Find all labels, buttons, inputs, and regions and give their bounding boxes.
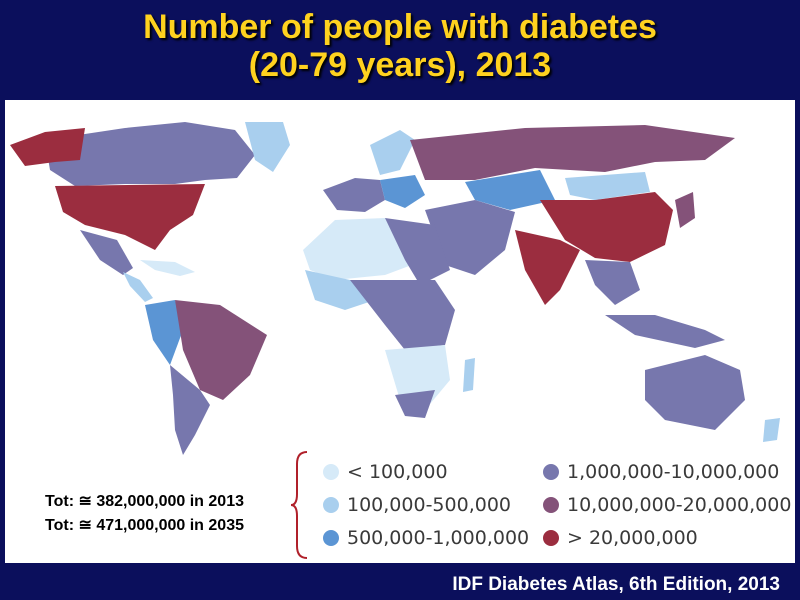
region-madagascar [463, 358, 475, 392]
legend-swatch-6 [543, 530, 559, 546]
title-line-2: (20-79 years), 2013 [248, 46, 552, 84]
legend-item-4: 1,000,000-10,000,000 [543, 460, 779, 484]
region-china [540, 192, 673, 262]
region-caribbean [140, 260, 195, 276]
legend-item-6: > 20,000,000 [543, 526, 698, 550]
legend-item-1: < 100,000 [323, 460, 448, 484]
world-choropleth-map [10, 122, 780, 455]
legend-label-6: > 20,000,000 [567, 527, 698, 549]
region-egypt-sudan [385, 218, 450, 285]
region-central-america [123, 272, 153, 302]
region-mexico [80, 230, 133, 275]
region-alaska [10, 128, 85, 166]
legend-label-5: 10,000,000-20,000,000 [567, 494, 792, 516]
map-legend: < 100,000 100,000-500,000 500,000-1,000,… [323, 460, 793, 556]
region-brazil [175, 300, 267, 400]
region-canada [45, 122, 255, 186]
region-indonesia [605, 315, 725, 348]
region-mongolia [565, 172, 650, 200]
title-line-1: Number of people with diabetes [143, 8, 657, 46]
legend-item-5: 10,000,000-20,000,000 [543, 493, 791, 517]
curly-brace-icon [290, 451, 308, 559]
total-2035: Tot: ≅ 471,000,000 in 2035 [45, 517, 244, 534]
legend-swatch-3 [323, 530, 339, 546]
slide-title: Number of people with diabetes (20-79 ye… [0, 8, 800, 84]
legend-label-2: 100,000-500,000 [347, 494, 511, 516]
legend-swatch-2 [323, 497, 339, 513]
region-colombia-peru [145, 300, 183, 365]
region-australia [645, 355, 745, 430]
legend-label-3: 500,000-1,000,000 [347, 527, 530, 549]
region-middle-east [425, 200, 515, 275]
legend-swatch-5 [543, 497, 559, 513]
legend-label-1: < 100,000 [347, 461, 448, 483]
region-japan [675, 192, 695, 228]
region-europe-east [380, 175, 425, 208]
legend-swatch-4 [543, 464, 559, 480]
region-europe-west [323, 178, 385, 212]
region-greenland [245, 122, 290, 172]
region-central-africa [350, 280, 455, 350]
region-russia [410, 125, 735, 180]
legend-label-4: 1,000,000-10,000,000 [567, 461, 780, 483]
legend-item-2: 100,000-500,000 [323, 493, 511, 517]
region-south-africa [395, 390, 435, 418]
region-new-zealand [763, 418, 780, 442]
map-panel: Tot: ≅ 382,000,000 in 2013 Tot: ≅ 471,00… [5, 100, 795, 563]
legend-item-3: 500,000-1,000,000 [323, 526, 529, 550]
region-kazakhstan [465, 170, 555, 210]
total-2013: Tot: ≅ 382,000,000 in 2013 [45, 493, 244, 510]
region-southeast-asia [585, 260, 640, 305]
region-india [515, 230, 580, 305]
region-argentina-chile [170, 365, 210, 455]
source-footer: IDF Diabetes Atlas, 6th Edition, 2013 [452, 574, 780, 595]
region-scandinavia [370, 130, 415, 175]
region-usa [55, 184, 205, 250]
region-west-africa [305, 270, 375, 310]
totals-box: Tot: ≅ 382,000,000 in 2013 Tot: ≅ 471,00… [45, 490, 244, 538]
legend-swatch-1 [323, 464, 339, 480]
region-southern-africa [385, 345, 450, 410]
